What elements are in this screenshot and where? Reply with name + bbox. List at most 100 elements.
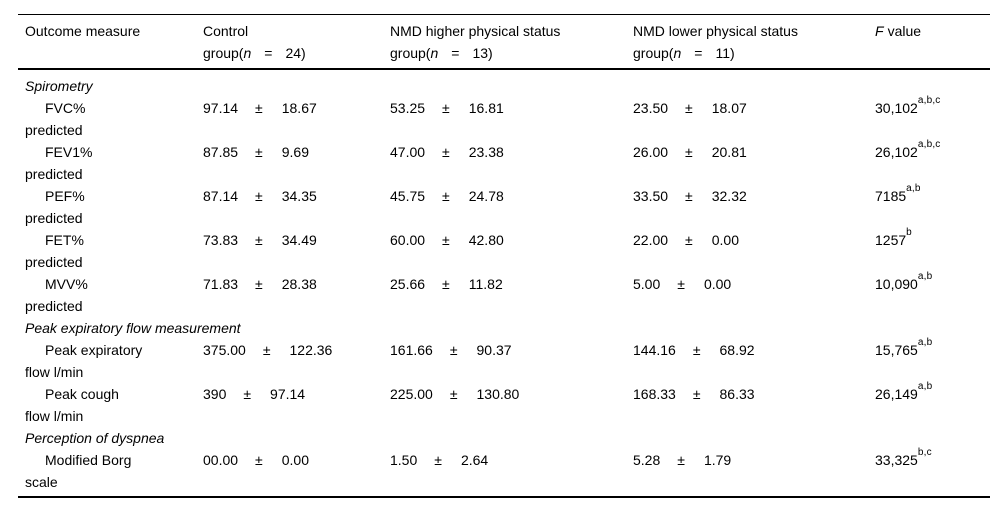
group-count: 11) [715, 45, 735, 61]
f-value-cell: 33,325b,c [875, 447, 990, 493]
f-value-label: value [887, 23, 922, 39]
mean-value: 1.50 [390, 452, 418, 468]
row-label-line1: FET% [45, 232, 84, 248]
sd-value: 0.00 [281, 452, 309, 468]
mean-value: 87.14 [203, 188, 239, 204]
f-value: 1257 [875, 232, 907, 248]
mean-value: 25.66 [390, 276, 426, 292]
equals-sign: = [264, 45, 273, 61]
nmd-higher-value: 1.50 ±2.64 [390, 449, 633, 493]
table-row: PEF% predicted 87.14 ±34.35 45.75 ±24.78 3… [18, 183, 990, 229]
column-header-outcome-measure: Outcome measure [25, 23, 141, 39]
sd-value: 42.80 [468, 232, 504, 248]
sd-value: 32.32 [711, 188, 747, 204]
control-value: 390 ±97.14 [203, 383, 390, 427]
control-value: 87.14 ±34.35 [203, 185, 390, 229]
sd-value: 20.81 [711, 144, 747, 160]
section-title-spirometry: Spirometry [25, 78, 93, 94]
plus-minus-symbol: ± [255, 188, 263, 204]
plus-minus-symbol: ± [685, 100, 693, 116]
row-label-line2: flow l/min [25, 364, 84, 380]
row-label: PEF% predicted [18, 185, 203, 229]
sd-value: 122.36 [289, 342, 333, 358]
group-count: 13) [472, 45, 493, 61]
nmd-lower-value: 144.16 ±68.92 [633, 339, 875, 383]
mean-value: 73.83 [203, 232, 239, 248]
row-label-line1: PEF% [45, 188, 85, 204]
nmd-higher-group-n: group(n = 13) [390, 42, 633, 64]
mean-value: 161.66 [390, 342, 433, 358]
row-label-line1: Peak cough [45, 386, 119, 402]
mean-value: 22.00 [633, 232, 669, 248]
row-label: Modified Borg scale [18, 449, 203, 493]
plus-minus-symbol: ± [692, 386, 701, 402]
f-value-cell: 26,149a,b [875, 380, 990, 427]
nmd-lower-value: 23.50 ±18.07 [633, 97, 875, 141]
control-group-n: group(n = 24) [203, 42, 390, 64]
table-row: FVC% predicted 97.14 ±18.67 53.25 ±16.81 2… [18, 95, 990, 141]
nmd-higher-value: 60.00 ±42.80 [390, 229, 633, 273]
sd-value: 90.37 [476, 342, 512, 358]
plus-minus-symbol: ± [685, 144, 693, 160]
sd-value: 18.07 [711, 100, 747, 116]
significance-superscript: a,b [917, 270, 933, 282]
mean-value: 47.00 [390, 144, 426, 160]
nmd-lower-value: 168.33 ±86.33 [633, 383, 875, 427]
f-value: 15,765 [875, 342, 918, 358]
nmd-lower-value: 33.50 ±32.32 [633, 185, 875, 229]
f-value-cell: 10,090a,b [875, 270, 990, 317]
row-label: FET% predicted [18, 229, 203, 273]
column-header-nmd-lower-group: NMD lower physical status group(n = 11) [633, 20, 875, 64]
mean-value: 225.00 [390, 386, 433, 402]
mean-value: 168.33 [633, 386, 676, 402]
mean-value: 71.83 [203, 276, 239, 292]
mean-value: 5.00 [633, 276, 661, 292]
row-label-line2: predicted [25, 122, 83, 138]
table-row: Peak expiratory flow l/min 375.00 ±122.36… [18, 336, 990, 383]
sd-value: 97.14 [270, 386, 306, 402]
plus-minus-symbol: ± [677, 452, 685, 468]
sd-value: 28.38 [281, 276, 317, 292]
sd-value: 86.33 [719, 386, 755, 402]
sd-value: 0.00 [703, 276, 732, 292]
nmd-lower-value: 22.00 ±0.00 [633, 229, 875, 273]
plus-minus-symbol: ± [449, 386, 458, 402]
control-value: 97.14 ±18.67 [203, 97, 390, 141]
group-count: 24) [285, 45, 306, 61]
nmd-lower-value: 26.00 ±20.81 [633, 141, 875, 185]
f-value-cell: 26,102a,b,c [875, 138, 990, 185]
plus-minus-symbol: ± [692, 342, 701, 358]
significance-superscript: a,b [917, 380, 933, 392]
control-value: 00.00 ±0.00 [203, 449, 390, 493]
plus-minus-symbol: ± [685, 188, 693, 204]
plus-minus-symbol: ± [434, 452, 442, 468]
nmd-lower-group-n: group(n = 11) [633, 42, 875, 64]
plus-minus-symbol: ± [255, 452, 263, 468]
nmd-higher-value: 161.66 ±90.37 [390, 339, 633, 383]
row-label-line2: predicted [25, 210, 83, 226]
row-label-line2: predicted [25, 254, 83, 270]
row-label: Peak cough flow l/min [18, 383, 203, 427]
nmd-higher-value: 25.66 ±11.82 [390, 273, 633, 317]
nmd-higher-value: 45.75 ±24.78 [390, 185, 633, 229]
sd-value: 34.49 [281, 232, 317, 248]
sd-value: 9.69 [281, 144, 309, 160]
mean-value: 26.00 [633, 144, 669, 160]
group-prefix: group( [633, 45, 674, 61]
nmd-lower-group-name: NMD lower physical status [633, 23, 798, 39]
row-label-line1: Modified Borg [45, 452, 132, 468]
table-row: Modified Borg scale 00.00 ±0.00 1.50 ±2.64… [18, 447, 990, 493]
significance-superscript: a,b,c [917, 138, 941, 150]
row-label-line1: FVC% [45, 100, 86, 116]
sd-value: 0.00 [711, 232, 739, 248]
sd-value: 16.81 [468, 100, 504, 116]
row-label-line1: MVV% [45, 276, 88, 292]
row-label-line2: flow l/min [25, 408, 84, 424]
f-symbol: F [875, 23, 884, 39]
table-body: Spirometry FVC% predicted 97.14 ±18.67 53… [18, 70, 990, 498]
mean-value: 5.28 [633, 452, 661, 468]
plus-minus-symbol: ± [442, 188, 450, 204]
significance-superscript: a,b [917, 336, 933, 348]
n-symbol: n [243, 45, 252, 61]
f-value-cell: 1257b [875, 227, 990, 273]
